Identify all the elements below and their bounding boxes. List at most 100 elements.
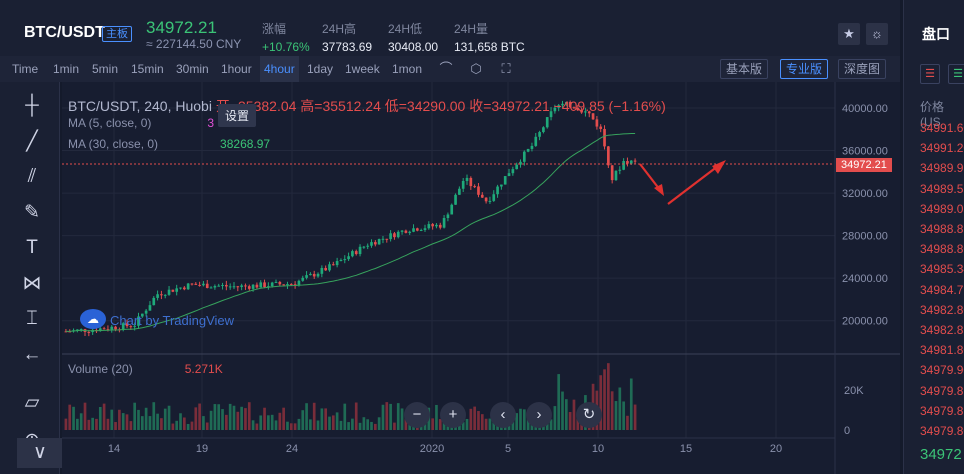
candle-body (305, 275, 308, 278)
candle-body (167, 289, 171, 295)
tf-1hour[interactable]: 1hour (221, 62, 252, 76)
volume-bar (557, 374, 561, 430)
volume-bar (622, 401, 625, 430)
depth-view-button[interactable]: 深度图 (838, 59, 887, 79)
candle-body (301, 277, 305, 281)
candle-body (393, 233, 396, 238)
volume-bar (633, 404, 637, 430)
volume-bar (351, 418, 354, 430)
candle-body (610, 165, 614, 181)
legend-symbol[interactable]: BTC/USDT, 240, Huobi (68, 98, 212, 114)
candle-body (194, 283, 198, 285)
chart-area[interactable]: 40000.00 36000.00 32000.00 28000.00 24000.00… (62, 82, 900, 474)
tf-4hour[interactable]: 4hour (260, 56, 299, 82)
basic-view-button[interactable]: 基本版 (720, 59, 769, 79)
scroll-right-button[interactable]: › (526, 402, 552, 428)
volume-legend[interactable]: Volume (20) 5.271K (68, 362, 223, 376)
tf-30min[interactable]: 30min (176, 62, 209, 76)
board-badge: 主板 (102, 26, 132, 42)
volume-bar (396, 403, 400, 430)
candle-body (454, 194, 457, 205)
chart-type-icon[interactable]: ⌒ (439, 61, 453, 76)
volume-bar (473, 406, 476, 430)
volume-bar (393, 422, 396, 430)
ma5-legend[interactable]: MA (5, close, 0) 3 (68, 116, 214, 130)
tf-1min[interactable]: 1min (53, 62, 80, 76)
fib-icon[interactable]: ⫽ (27, 166, 37, 187)
volume-bar (259, 415, 263, 430)
theme-icon[interactable]: ☼ (866, 23, 888, 45)
collapse-down-icon[interactable]: ∨ (17, 438, 63, 468)
indicator-settings-icon[interactable]: ⬡ (470, 61, 482, 76)
pro-view-button[interactable]: 专业版 (780, 59, 829, 79)
orderbook-row[interactable]: 34988.80 (920, 242, 964, 257)
orderbook-row[interactable]: 34989.05 (920, 201, 964, 216)
volume-bar (140, 416, 144, 430)
pattern-icon[interactable]: ⋈ (22, 273, 42, 294)
trendline-icon[interactable]: ╱ (26, 131, 38, 152)
tf-5min[interactable]: 5min (92, 62, 119, 76)
volume-bar (91, 417, 94, 430)
volume-bar (477, 411, 480, 430)
orderbook-row[interactable]: 34991.20 (920, 141, 964, 156)
volume-bar (121, 413, 125, 430)
orderbook-row[interactable]: 34979.80 (920, 424, 964, 438)
volume-bar (335, 412, 339, 430)
text-icon[interactable]: T (26, 237, 38, 258)
candle-body (244, 285, 247, 287)
ma30-legend[interactable]: MA (30, close, 0) 38268.97 (68, 137, 270, 151)
orderbook-row[interactable]: 34991.60 (920, 121, 964, 135)
fullscreen-icon[interactable]: ⛶ (501, 61, 511, 76)
candle-body (370, 242, 373, 246)
candle-body (530, 145, 534, 149)
tf-1mon[interactable]: 1mon (392, 62, 423, 76)
candle-body (110, 326, 114, 330)
price-axis: 40000.00 36000.00 32000.00 28000.00 24000.00… (842, 103, 888, 328)
ruler-icon[interactable]: ▱ (24, 392, 40, 413)
volume-bar (435, 404, 438, 430)
timeframe-toolbar: Time 1min 5min 15min 30min 1hour 4hour 1… (0, 56, 900, 82)
candle-body (538, 132, 541, 137)
tf-1week[interactable]: 1week (345, 62, 380, 76)
orderbook-row[interactable]: 34979.89 (920, 383, 964, 398)
pair-title[interactable]: BTC/USDT (24, 24, 105, 41)
zoom-in-button[interactable]: + (440, 402, 466, 428)
back-arrow-icon[interactable]: ← (22, 344, 42, 365)
volume-bar (301, 410, 305, 430)
brush-icon[interactable]: ✎ (24, 202, 40, 223)
candle-body (412, 228, 415, 232)
tf-15min[interactable]: 15min (131, 62, 164, 76)
candle-body (614, 170, 618, 181)
orderbook-mode-bids-icon[interactable]: ☰ (948, 64, 964, 84)
tf-time[interactable]: Time (12, 62, 39, 76)
candle-body (584, 111, 587, 113)
candle-body (114, 326, 117, 330)
orderbook-row[interactable]: 34979.87 (920, 403, 964, 418)
zoom-out-button[interactable]: − (404, 402, 430, 428)
volume-bar (603, 369, 606, 430)
candle-body (469, 177, 473, 187)
volume-bar (87, 419, 91, 430)
favorite-star-icon[interactable]: ★ (838, 23, 860, 45)
volume-bar (331, 415, 335, 430)
candle-body (477, 186, 480, 195)
orderbook-row[interactable]: 34989.97 (920, 161, 964, 176)
orderbook-row[interactable]: 34984.76 (920, 282, 964, 297)
reset-chart-button[interactable]: ↻ (576, 402, 602, 428)
crosshair-icon[interactable]: ┼ (25, 95, 39, 116)
orderbook-row[interactable]: 34979.90 (920, 363, 964, 378)
scroll-left-button[interactable]: ‹ (490, 402, 516, 428)
orderbook-row[interactable]: 34981.80 (920, 343, 964, 358)
orderbook-row[interactable]: 34982.85 (920, 323, 964, 337)
orderbook-row[interactable]: 34988.87 (920, 222, 964, 236)
candle-body (423, 228, 427, 230)
orderbook-row[interactable]: 34989.57 (920, 181, 964, 196)
candle-body (473, 186, 476, 188)
orderbook-mode-both-icon[interactable]: ☰ (920, 64, 940, 84)
measure-icon[interactable]: ⌶ (26, 308, 38, 329)
tf-1day[interactable]: 1day (307, 62, 334, 76)
orderbook-row[interactable]: 34982.80 (920, 302, 964, 317)
volume-bar (373, 423, 377, 430)
tv-watermark[interactable]: Chart by TradingView (110, 313, 235, 328)
orderbook-row[interactable]: 34985.34 (920, 262, 964, 277)
